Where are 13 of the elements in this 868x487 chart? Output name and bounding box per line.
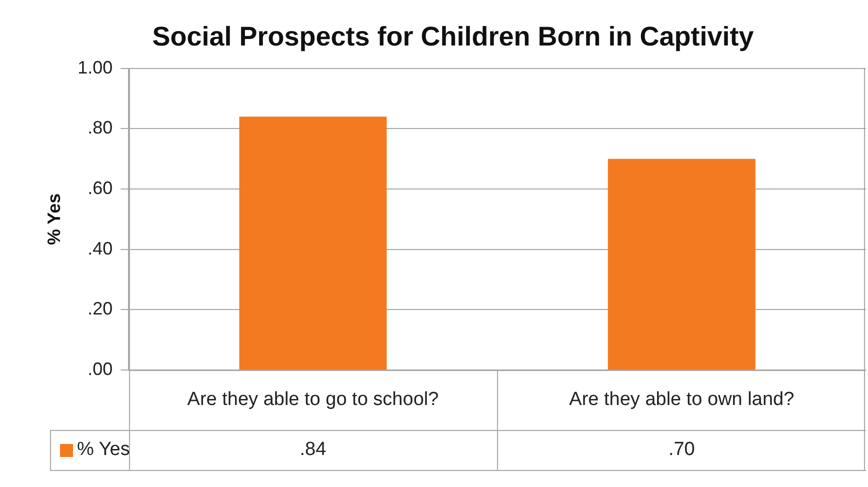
y-tick-label: .80 <box>88 118 113 138</box>
y-tick-label: 1.00 <box>78 57 113 78</box>
y-tick-label: .00 <box>88 358 113 379</box>
y-tick-label: .60 <box>88 178 113 198</box>
y-axis-title: % Yes <box>44 193 64 246</box>
x-tick-label: Are they able to go to school? <box>187 389 439 410</box>
chart-title: Social Prospects for Children Born in Captivity <box>152 22 754 52</box>
x-tick-label: Are they able to own land? <box>569 389 794 410</box>
legend-label: % Yes <box>77 439 130 460</box>
y-tick-label: .20 <box>88 298 113 319</box>
data-label: .70 <box>668 439 695 460</box>
y-tick-label: .40 <box>88 238 113 258</box>
data-label: .84 <box>300 439 327 460</box>
